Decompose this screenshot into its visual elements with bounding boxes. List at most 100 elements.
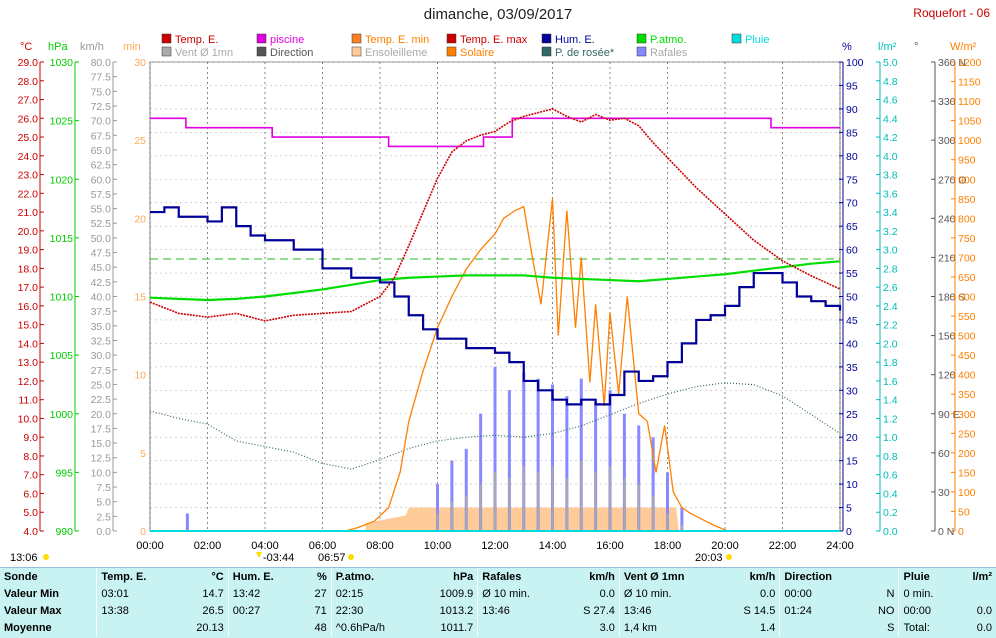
humidity-axis-tick-label: 90 (846, 104, 858, 116)
solar-unit: W/m² (950, 41, 977, 53)
weather-chart: 00:00 02:00 04:00 06:00 08:00 10:00 12:00 14:00… (10, 33, 982, 564)
rain-axis-tick-label: 3.2 (883, 226, 898, 238)
humidity-axis-tick-label: 25 (846, 409, 858, 421)
stats-cell: 3.0 (599, 621, 615, 634)
wind-axis-tick-label: 27.5 (91, 365, 112, 377)
solar-axis-tick-label: 200 (958, 448, 976, 460)
stats-cell (227, 619, 301, 636)
legend-label: Solaire (460, 47, 494, 59)
solar-axis-tick-label: 850 (958, 194, 976, 206)
temp-axis-tick-label: 28.0 (18, 76, 39, 88)
legend-swatch (256, 46, 267, 57)
stats-cell: 1013.2 (439, 604, 474, 617)
pressure-axis-tick-label: 1000 (50, 409, 74, 421)
stats-cell: 14.7 (202, 587, 224, 600)
direction-axis-tick-label: 120 (938, 370, 956, 382)
wind-axis-tick-label: 62.5 (91, 160, 112, 172)
solar-axis-tick-label: 550 (958, 311, 976, 323)
rain-axis-tick-label: 0.6 (883, 470, 898, 482)
series-p-atmo- (149, 260, 841, 302)
pressure-unit: hPa (48, 41, 68, 53)
stats-cell: 02:15 (330, 585, 416, 602)
humidity-axis-tick-label: 100 (846, 57, 864, 69)
wind-axis-tick-label: 80.0 (91, 57, 112, 69)
wind-axis-tick-label: 40.0 (91, 292, 112, 304)
rain-axis-tick-label: 2.0 (883, 338, 898, 350)
temp-axis-tick-label: 10.0 (18, 413, 39, 425)
solar-axis-tick-label: 100 (958, 487, 976, 499)
stats-cell: 1011.7 (440, 621, 474, 634)
humidity-axis-tick-label: 5 (846, 503, 852, 515)
legend-swatch (351, 33, 362, 44)
solar-axis-tick-label: 800 (958, 213, 976, 225)
rain-unit: l/m² (878, 41, 897, 53)
day-start-label: 13:06 (10, 552, 38, 564)
stats-cell: 0.0 (976, 604, 992, 617)
minutes-tick-label: 10 (134, 370, 146, 382)
stats-cell: S 14.5 (743, 604, 776, 617)
legend-swatch (256, 33, 267, 44)
rain-axis-tick-label: 2.4 (883, 301, 898, 313)
wind-axis-tick-label: 75.0 (91, 86, 112, 98)
solar-axis-tick-label: 50 (958, 506, 970, 518)
solar-axis-tick-label: 600 (958, 292, 976, 304)
legend-label: P.atmo. (650, 34, 687, 46)
legend-label: Temp. E. min (365, 34, 429, 46)
stats-unit-rain: l/m² (972, 570, 992, 583)
wind-axis-tick-label: 12.5 (91, 453, 112, 465)
stats-cell (96, 619, 176, 636)
legend-label: Hum. E. (555, 34, 595, 46)
wind-axis-tick-label: 60.0 (91, 174, 112, 186)
temp-axis-tick-label: 25.0 (18, 132, 39, 144)
humidity-axis-tick-label: 60 (846, 245, 858, 257)
direction-axis-tick-label: 360 N (938, 57, 966, 69)
stats-row-label: Valeur Min (4, 587, 60, 600)
wind-axis-tick-label: 42.5 (91, 277, 112, 289)
minutes-tick-label: 30 (134, 57, 146, 69)
x-tick-label: 22:00 (769, 540, 797, 552)
stats-header-press: P.atmo. (330, 568, 416, 585)
humidity-axis-tick-label: 0 (846, 526, 852, 538)
wind-axis-tick-label: 45.0 (91, 262, 112, 274)
series-hum-e- (150, 206, 842, 406)
stats-cell: 13:46 (477, 602, 561, 619)
humidity-axis-tick-label: 70 (846, 198, 858, 210)
stats-cell: 0.0 (760, 587, 776, 600)
series-piscine (150, 117, 840, 148)
sun-icon (726, 554, 732, 560)
stats-cell: 0.0 (976, 621, 992, 634)
stats-cell: 22:30 (330, 602, 416, 619)
legend-swatch (161, 46, 172, 57)
temp-axis-tick-label: 22.0 (18, 188, 39, 200)
stats-cell (477, 619, 561, 636)
stats-header-dir: Direction (779, 568, 863, 585)
stats-header-gust: Rafales (477, 568, 561, 585)
temp-axis-tick-label: 7.0 (23, 470, 38, 482)
temp-axis-tick-label: 26.0 (18, 113, 39, 125)
minutes-unit: min (123, 41, 141, 53)
sun-icon (43, 554, 49, 560)
legend-swatch (541, 46, 552, 57)
wind-axis-tick-label: 2.5 (96, 511, 111, 523)
humidity-axis-tick-label: 20 (846, 432, 858, 444)
stats-cell: 03:01 (96, 585, 176, 602)
direction-axis-tick-label: 60 (938, 448, 950, 460)
stats-row-label: Valeur Max (4, 604, 62, 617)
legend-label: Temp. E. (175, 34, 218, 46)
sunrise-label: 06:57 (318, 552, 346, 564)
rain-axis-tick-label: 4.2 (883, 132, 898, 144)
series-p-de-ros-e- (149, 382, 841, 470)
direction-axis-tick-label: 30 (938, 487, 950, 499)
x-tick-label: 20:00 (711, 540, 739, 552)
temp-axis-tick-label: 16.0 (18, 301, 39, 313)
humidity-axis-tick-label: 10 (846, 479, 858, 491)
stats-header-hum: Hum. E. (227, 568, 301, 585)
legend-swatch (731, 33, 742, 44)
legend-swatch (446, 33, 457, 44)
rain-axis-tick-label: 5.0 (883, 57, 898, 69)
wind-axis-tick-label: 65.0 (91, 145, 112, 157)
stats-cell: Total: (898, 619, 956, 636)
legend-swatch (541, 33, 552, 44)
stats-unit-hum: % (316, 570, 327, 583)
pressure-axis-tick-label: 1020 (50, 174, 74, 186)
